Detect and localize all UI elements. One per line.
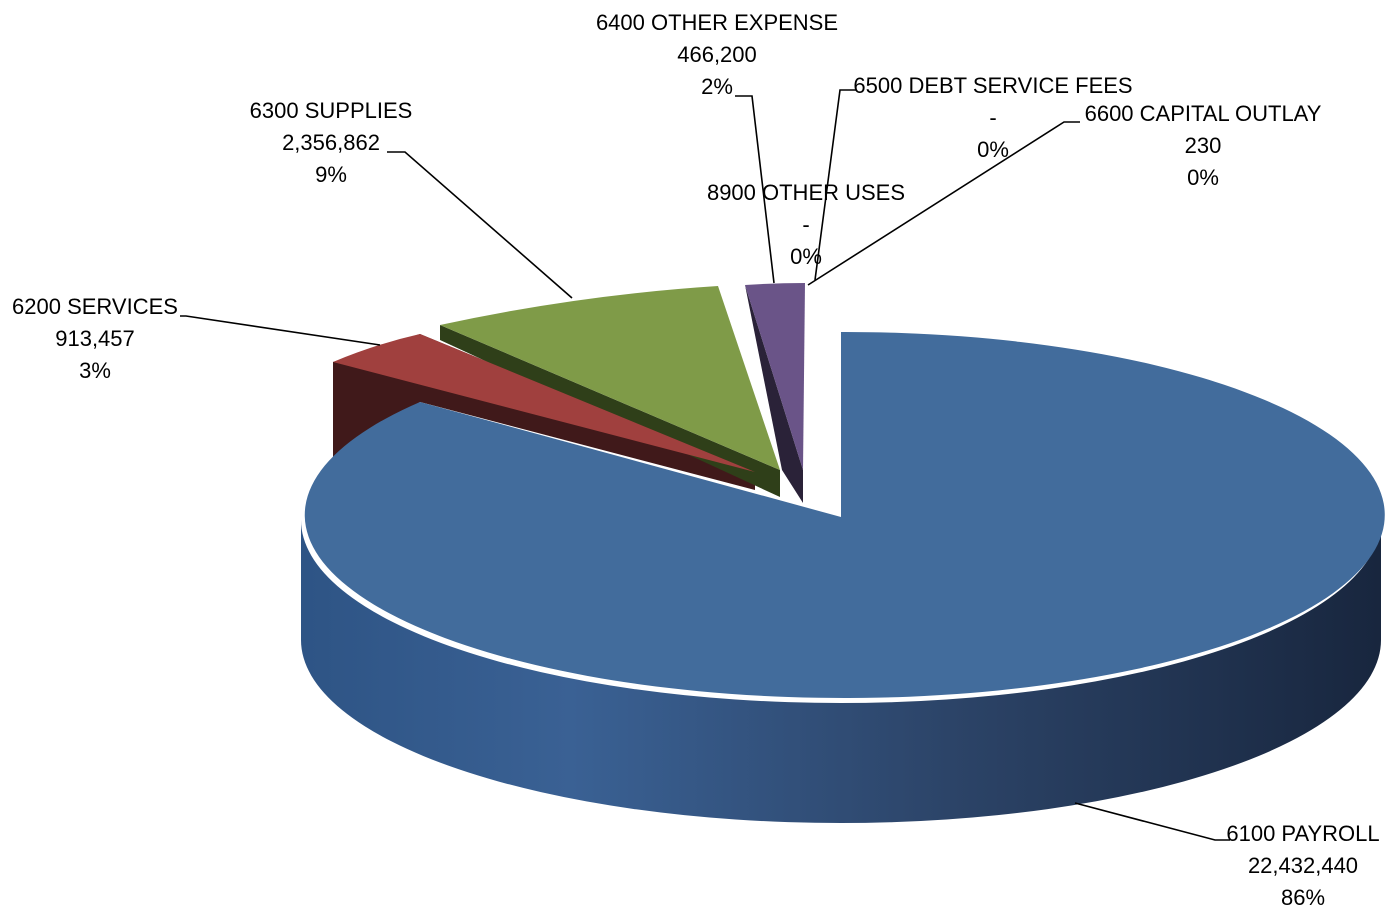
label-payroll-name: 6100 PAYROLL bbox=[1226, 821, 1379, 846]
label-capital-outlay-name: 6600 CAPITAL OUTLAY bbox=[1085, 101, 1322, 126]
slice-services bbox=[333, 334, 755, 472]
label-payroll: 6100 PAYROLL 22,432,440 86% bbox=[1226, 821, 1379, 910]
slice-other-expense bbox=[745, 283, 805, 470]
leader-line-capital-outlay bbox=[807, 121, 1080, 286]
label-supplies: 6300 SUPPLIES 2,356,862 9% bbox=[250, 98, 413, 187]
label-payroll-value: 22,432,440 bbox=[1248, 853, 1358, 878]
label-capital-outlay: 6600 CAPITAL OUTLAY 230 0% bbox=[1085, 101, 1322, 190]
label-other-expense: 6400 OTHER EXPENSE 466,200 2% bbox=[596, 10, 838, 99]
label-services-percent: 3% bbox=[79, 358, 111, 383]
leader-line-services bbox=[180, 315, 381, 346]
slice-side-payroll bbox=[301, 520, 1381, 823]
label-other-expense-value: 466,200 bbox=[677, 42, 757, 67]
leader-line-supplies bbox=[387, 151, 573, 299]
label-capital-outlay-percent: 0% bbox=[1187, 165, 1219, 190]
label-other-uses: 8900 OTHER USES - 0% bbox=[707, 180, 905, 269]
label-supplies-percent: 9% bbox=[315, 162, 347, 187]
label-other-uses-name: 8900 OTHER USES bbox=[707, 180, 905, 205]
label-other-expense-percent: 2% bbox=[701, 74, 733, 99]
label-other-uses-value: - bbox=[802, 212, 809, 237]
label-services: 6200 SERVICES 913,457 3% bbox=[12, 294, 178, 383]
leader-line-debt-service bbox=[814, 89, 856, 281]
slice-payroll bbox=[304, 331, 1385, 698]
label-debt-service-value: - bbox=[989, 105, 996, 130]
leader-line-other-expense bbox=[735, 95, 775, 284]
label-supplies-name: 6300 SUPPLIES bbox=[250, 98, 413, 123]
label-supplies-value: 2,356,862 bbox=[282, 130, 380, 155]
label-capital-outlay-value: 230 bbox=[1185, 133, 1222, 158]
label-debt-service-percent: 0% bbox=[977, 137, 1009, 162]
label-other-expense-name: 6400 OTHER EXPENSE bbox=[596, 10, 838, 35]
label-debt-service: 6500 DEBT SERVICE FEES - 0% bbox=[853, 73, 1132, 162]
label-services-value: 913,457 bbox=[55, 326, 135, 351]
leader-line-payroll bbox=[1074, 802, 1230, 841]
slice-supplies bbox=[440, 286, 780, 470]
label-other-uses-percent: 0% bbox=[790, 244, 822, 269]
slice-side-other-expense bbox=[745, 285, 803, 503]
label-payroll-percent: 86% bbox=[1281, 885, 1325, 910]
label-debt-service-name: 6500 DEBT SERVICE FEES bbox=[853, 73, 1132, 98]
label-services-name: 6200 SERVICES bbox=[12, 294, 178, 319]
